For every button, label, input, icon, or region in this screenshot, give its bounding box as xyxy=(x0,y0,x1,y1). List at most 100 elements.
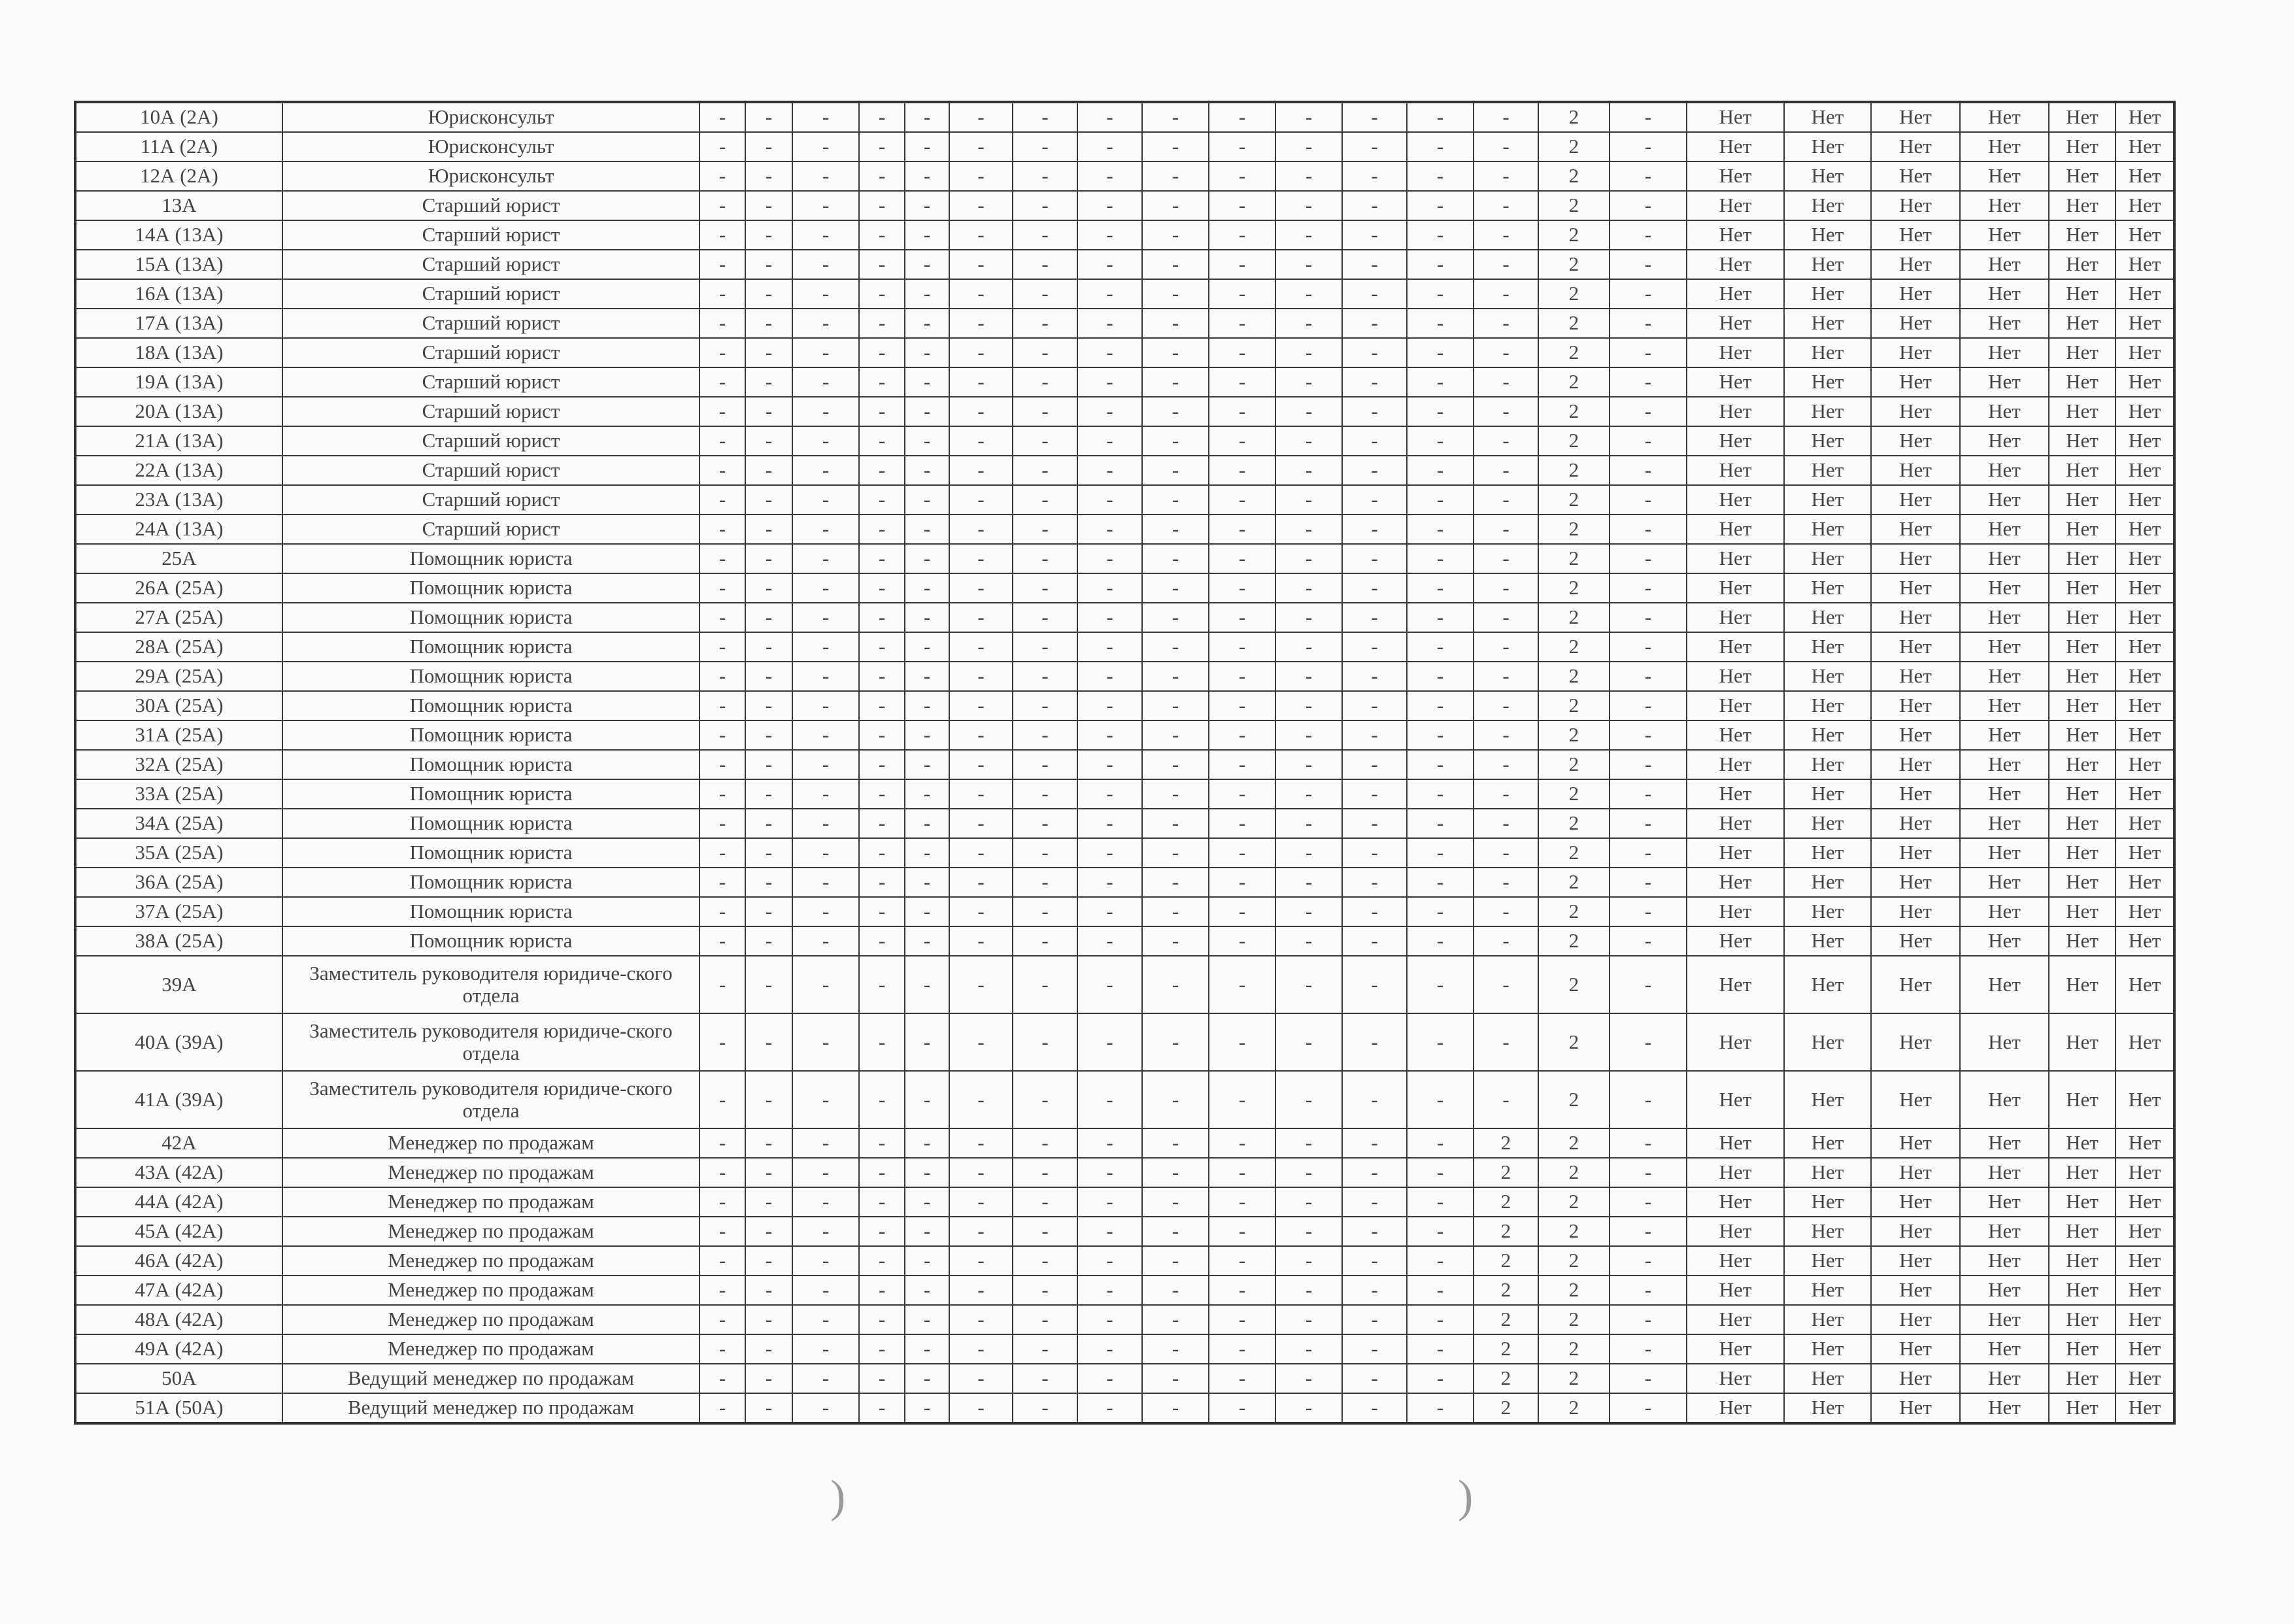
value-cell: Нет xyxy=(2115,632,2175,662)
value-cell: - xyxy=(1012,1013,1078,1072)
value-cell: - xyxy=(904,1275,950,1306)
value-cell: - xyxy=(1012,543,1078,574)
value-cell: Нет xyxy=(1686,1245,1785,1276)
table-row: 33А (25А) Помощник юриста - - - - - - - - - - - - - -2-… xyxy=(75,779,2175,809)
value-cell: Нет xyxy=(1783,779,1872,809)
value-cell: Нет xyxy=(1686,543,1785,574)
value-cell: - xyxy=(745,1070,793,1129)
value-cell: - xyxy=(1141,837,1209,868)
value-cell: Нет xyxy=(1959,1157,2049,1188)
value-cell: - xyxy=(1473,367,1539,398)
value-cell: Нет xyxy=(1783,1070,1872,1129)
value-cell: Нет xyxy=(1686,455,1785,486)
workplace-id-cell: 45А (42А) xyxy=(75,1216,283,1247)
value-cell: - xyxy=(699,131,746,162)
value-cell: - xyxy=(1077,1245,1143,1276)
value-cell: - xyxy=(792,1275,860,1306)
value-cell: - xyxy=(949,808,1013,839)
value-cell: - xyxy=(1141,779,1209,809)
value-cell: - xyxy=(858,484,905,515)
value-cell: Нет xyxy=(1686,279,1785,309)
table-row: 27А (25А) Помощник юриста - - - - - - - - - - - - - -2-… xyxy=(75,602,2175,633)
value-cell: - xyxy=(745,690,793,721)
value-cell: - xyxy=(1406,1157,1474,1188)
workplace-id-cell: 34А (25А) xyxy=(75,808,283,839)
value-cell: Нет xyxy=(1959,1128,2049,1159)
value-cell: Нет xyxy=(2115,1363,2175,1394)
value-cell: - xyxy=(1012,101,1078,133)
value-cell: - xyxy=(1609,131,1687,162)
value-cell: 2 xyxy=(1538,926,1610,956)
value-cell: 2 xyxy=(1473,1128,1539,1159)
value-cell: Нет xyxy=(1686,1393,1785,1424)
value-cell: Нет xyxy=(1686,161,1785,192)
table-row: 49А (42А) Менеджер по продажам - - - - - - - - - - -… xyxy=(75,1334,2175,1364)
table-row: 17А (13А) Старший юрист - - - - - - - - - - - - - -2- Не… xyxy=(75,308,2175,339)
value-cell: - xyxy=(1473,632,1539,662)
value-cell: - xyxy=(1208,543,1276,574)
job-title-cell: Менеджер по продажам xyxy=(282,1157,700,1188)
value-cell: - xyxy=(904,1245,950,1276)
value-cell: - xyxy=(1077,661,1143,692)
value-cell: - xyxy=(949,1245,1013,1276)
value-cell: - xyxy=(1275,955,1343,1014)
value-cell: - xyxy=(1077,1393,1143,1424)
value-cell: - xyxy=(858,1245,905,1276)
value-cell: - xyxy=(1275,1187,1343,1217)
value-cell: Нет xyxy=(1686,1216,1785,1247)
value-cell: Нет xyxy=(2048,867,2116,898)
workplace-id-cell: 15А (13А) xyxy=(75,249,283,280)
value-cell: - xyxy=(1473,837,1539,868)
value-cell: - xyxy=(858,602,905,633)
value-cell: Нет xyxy=(1959,926,2049,956)
workplace-id-cell: 39А xyxy=(75,955,283,1014)
value-cell: - xyxy=(904,867,950,898)
value-cell: Нет xyxy=(2048,661,2116,692)
value-cell: Нет xyxy=(1783,1013,1872,1072)
value-cell: Нет xyxy=(2115,367,2175,398)
value-cell: - xyxy=(1077,1070,1143,1129)
value-cell: Нет xyxy=(1959,1334,2049,1364)
value-cell: - xyxy=(858,1013,905,1072)
value-cell: Нет xyxy=(2115,955,2175,1014)
value-cell: - xyxy=(1077,1363,1143,1394)
value-cell: 2 xyxy=(1473,1275,1539,1306)
workplace-id-cell: 50А xyxy=(75,1363,283,1394)
value-cell: - xyxy=(1275,573,1343,603)
value-cell: - xyxy=(699,867,746,898)
value-cell: - xyxy=(792,367,860,398)
value-cell: - xyxy=(1208,396,1276,427)
value-cell: Нет xyxy=(1686,131,1785,162)
value-cell: - xyxy=(699,1363,746,1394)
value-cell: - xyxy=(1275,1013,1343,1072)
value-cell: Нет xyxy=(1686,896,1785,927)
value-cell: 2 xyxy=(1538,1216,1610,1247)
value-cell: Нет xyxy=(1686,220,1785,250)
value-cell: - xyxy=(745,808,793,839)
value-cell: - xyxy=(1275,161,1343,192)
value-cell: - xyxy=(745,896,793,927)
value-cell: Нет xyxy=(2115,161,2175,192)
value-cell: Нет xyxy=(1686,690,1785,721)
value-cell: Нет xyxy=(1959,1363,2049,1394)
value-cell: - xyxy=(1077,367,1143,398)
value-cell: Нет xyxy=(2115,573,2175,603)
value-cell: - xyxy=(745,573,793,603)
value-cell: - xyxy=(1473,249,1539,280)
table-row: 31А (25А) Помощник юриста - - - - - - - - - - - - - -2-… xyxy=(75,720,2175,751)
value-cell: Нет xyxy=(2048,484,2116,515)
value-cell: Нет xyxy=(2048,1128,2116,1159)
value-cell: - xyxy=(1077,1304,1143,1335)
workplace-id-cell: 13А xyxy=(75,190,283,221)
value-cell: 2 xyxy=(1473,1157,1539,1188)
value-cell: 2 xyxy=(1538,396,1610,427)
value-cell: - xyxy=(745,455,793,486)
scan-mark: ) xyxy=(830,1472,846,1522)
value-cell: - xyxy=(1406,1013,1474,1072)
value-cell: - xyxy=(792,1334,860,1364)
value-cell: - xyxy=(1341,1275,1408,1306)
value-cell: - xyxy=(1208,1245,1276,1276)
value-cell: - xyxy=(1208,867,1276,898)
value-cell: - xyxy=(904,602,950,633)
value-cell: - xyxy=(904,837,950,868)
